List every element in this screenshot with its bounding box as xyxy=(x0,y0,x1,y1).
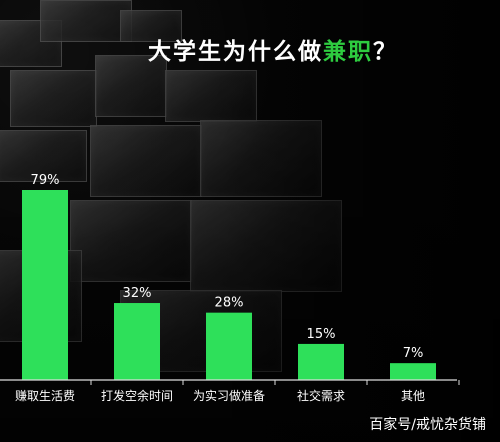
x-tick-label-1: 赚取生活费 xyxy=(15,388,75,403)
x-tick-label-2: 打发空余时间 xyxy=(101,388,173,403)
x-tick-label-4: 社交需求 xyxy=(297,388,345,403)
bar-2 xyxy=(114,303,160,380)
data-label-2: 32% xyxy=(123,286,152,301)
title-highlight: 兼职 xyxy=(323,39,373,65)
chart-title: 大学生为什么做兼职？ xyxy=(148,32,398,66)
watermark: 百家号/戒忧杂货铺 xyxy=(369,417,486,433)
x-tick-label-5: 其他 xyxy=(401,389,425,403)
chart-marks: 79% 赚取生活费 32% 打发空余时间 28% 为实习做准备 15% 社交需求 7% 其他 xyxy=(0,173,460,403)
bar-5 xyxy=(390,363,436,380)
data-label-4: 15% xyxy=(307,327,336,342)
data-label-5: 7% xyxy=(403,346,424,361)
bar-3 xyxy=(206,312,252,380)
bar-4 xyxy=(298,343,344,380)
data-label-3: 28% xyxy=(215,296,244,311)
bar-1 xyxy=(22,190,68,380)
title-question-mark: ？ xyxy=(373,39,398,65)
title-text: 大学生为什么做 xyxy=(148,39,323,65)
data-label-1: 79% xyxy=(31,173,60,188)
x-tick-label-3: 为实习做准备 xyxy=(193,388,265,403)
